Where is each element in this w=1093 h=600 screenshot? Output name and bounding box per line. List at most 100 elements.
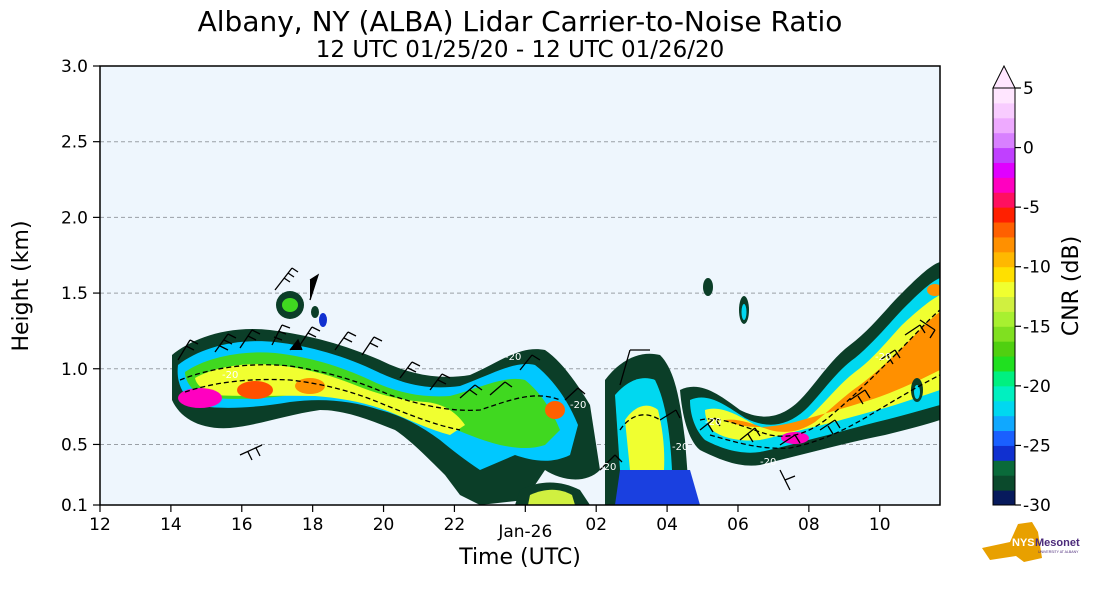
colorbar-tick-label: -10 (1023, 258, 1051, 278)
x-date-tick-label: Jan-26 (497, 522, 552, 542)
colorbar-segment (993, 415, 1015, 432)
y-tick-label: 2.0 (61, 208, 88, 228)
colorbar-segment (993, 400, 1015, 417)
cloud-fill (705, 295, 940, 441)
cloud-fill (725, 312, 940, 432)
colorbar-segment (993, 236, 1015, 253)
colorbar-tick-label: -30 (1023, 496, 1051, 516)
contour-line (709, 374, 940, 449)
chart-subtitle: 12 UTC 01/25/20 - 12 UTC 01/26/20 (315, 37, 725, 63)
colorbar-segment (993, 207, 1015, 223)
colorbar-segment (993, 445, 1015, 461)
svg-text:-20: -20 (570, 400, 586, 411)
y-tick-label: 1.0 (61, 360, 88, 380)
cnr-core (927, 284, 940, 296)
contour-line (184, 378, 461, 431)
svg-text:-20: -20 (222, 370, 238, 381)
plot-frame (99, 65, 941, 506)
svg-text:-20: -20 (600, 462, 616, 473)
cloud-blob (282, 298, 298, 312)
colorbar-segment (993, 222, 1015, 238)
cloud-blob (311, 306, 319, 318)
x-tick-label: 08 (798, 515, 820, 535)
cloud-returns: -20 -20 -20 -20 -20 -20 -20 -20 (172, 262, 940, 505)
colorbar-tick-label: -15 (1023, 317, 1051, 337)
colorbar-segment (993, 192, 1015, 208)
y-axis-label: Height (km) (9, 220, 34, 351)
colorbar-segment (993, 132, 1015, 149)
colorbar-segment (993, 251, 1015, 268)
logo-primary: NYS (1012, 537, 1035, 549)
cloud-blob (914, 385, 920, 399)
cnr-core (295, 378, 325, 394)
cloud-fill (528, 489, 575, 505)
x-tick-label: 20 (373, 515, 395, 535)
x-tick-label: 18 (302, 515, 324, 535)
colorbar-segment (993, 460, 1015, 476)
svg-text:-20: -20 (760, 457, 776, 468)
colorbar-segment (993, 385, 1015, 402)
cnr-core (781, 432, 809, 444)
colorbar-tick-label: -20 (1023, 377, 1051, 397)
colorbar-tick-label: 0 (1023, 139, 1034, 159)
cnr-core (237, 381, 273, 399)
x-tick-label: 04 (656, 515, 678, 535)
colorbar-tick-label: 5 (1023, 79, 1034, 99)
colorbar-segment (993, 296, 1015, 312)
x-axis: 12 14 16 18 20 22 02 04 06 08 10 Jan-26 (89, 505, 891, 542)
colorbar-tick-label: -25 (1023, 436, 1051, 456)
contour-line (619, 414, 661, 431)
colorbar-segment (993, 370, 1015, 387)
colorbar-segment (993, 162, 1015, 178)
y-tick-label: 1.5 (61, 284, 88, 304)
wind-barbs (177, 267, 936, 491)
cnr-core (545, 401, 565, 419)
logo-secondary: Mesonet (1035, 537, 1080, 549)
colorbar-segment (993, 341, 1015, 357)
cloud-blob (703, 278, 713, 296)
y-tick-label: 2.5 (61, 133, 88, 153)
colorbar-extend-triangle (992, 64, 1016, 89)
x-tick-label: 06 (727, 515, 749, 535)
colorbar-segment (993, 266, 1015, 283)
contour-line (179, 364, 561, 411)
x-tick-label: 12 (89, 515, 111, 535)
logo-tagline: UNIVERSITY AT ALBANY (1038, 550, 1079, 554)
cnr-core (178, 388, 222, 408)
x-tick-label: 16 (231, 515, 253, 535)
x-tick-label: 02 (585, 515, 607, 535)
y-tick-label: 0.5 (61, 435, 88, 455)
x-tick-label: 22 (444, 515, 466, 535)
nys-state-shape (982, 522, 1042, 562)
colorbar: 5 0 -5 -10 -15 -20 -25 -30 (992, 64, 1051, 516)
nys-mesonet-logo: NYS Mesonet UNIVERSITY AT ALBANY (982, 522, 1080, 562)
svg-text:-20: -20 (705, 417, 721, 428)
chart-title: Albany, NY (ALBA) Lidar Carrier-to-Noise… (197, 5, 843, 38)
cloud-blob (741, 304, 747, 320)
colorbar-segment (993, 281, 1015, 297)
cloud-fill (615, 470, 700, 505)
colorbar-segment (993, 102, 1015, 119)
x-axis-label: Time (UTC) (458, 545, 581, 570)
svg-text:-20: -20 (505, 352, 521, 363)
colorbar-segment (993, 177, 1015, 193)
svg-text:-20: -20 (672, 442, 688, 453)
contour-line (699, 309, 940, 437)
contour-labels: -20 -20 -20 -20 -20 -20 -20 -20 (222, 352, 891, 473)
colorbar-tick-label: -5 (1023, 198, 1040, 218)
colorbar-segment (993, 430, 1015, 446)
colorbar-segment (993, 311, 1015, 327)
colorbar-segment (993, 490, 1015, 506)
colorbar-segment (993, 147, 1015, 163)
y-tick-label: 3.0 (61, 57, 88, 77)
colorbar-segment (993, 326, 1015, 342)
colorbar-segment (993, 356, 1015, 372)
colorbar-frame (992, 88, 1016, 506)
y-axis: 0.1 0.5 1.0 1.5 2.0 2.5 3.0 (61, 57, 100, 516)
x-tick-label: 14 (160, 515, 182, 535)
x-tick-label: 10 (869, 515, 891, 535)
cloud-fill (625, 405, 665, 470)
colorbar-label: CNR (dB) (1059, 236, 1084, 336)
colorbar-segment (993, 475, 1015, 491)
